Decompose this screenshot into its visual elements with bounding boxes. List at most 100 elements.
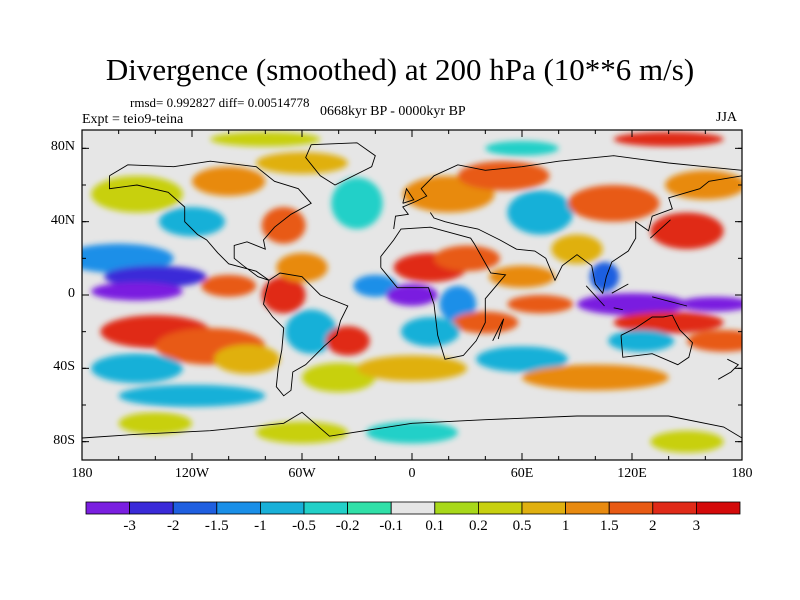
colorbar-swatch: [434, 501, 479, 515]
anomaly-contour: [302, 362, 376, 393]
anomaly-contour: [261, 207, 306, 244]
coastline: [393, 155, 742, 230]
coastline: [263, 272, 349, 397]
colorbar-label: -0.2: [335, 518, 360, 534]
anomaly-contour: [82, 243, 174, 273]
anomaly-contour: [608, 329, 675, 352]
anomaly-contour: [214, 344, 280, 374]
coastline: [613, 307, 623, 311]
anomaly-contour: [210, 131, 321, 147]
anomaly-contour: [485, 141, 559, 156]
coastline: [429, 175, 742, 295]
colorbar-swatch: [477, 501, 523, 515]
anomaly-contour: [386, 284, 438, 306]
map-field: [82, 130, 742, 460]
anomaly-contour: [567, 185, 660, 222]
coastline: [380, 226, 507, 360]
anomaly-contour: [91, 175, 183, 213]
anomaly-contour: [285, 309, 337, 354]
anomaly-contour: [276, 252, 328, 283]
x-tick-label: 60W: [288, 466, 316, 481]
x-tick-label: 120E: [617, 466, 647, 481]
colorbar-swatch: [259, 501, 305, 515]
experiment-label: Expt = teio9-teina: [82, 112, 184, 127]
x-tick-label: 60E: [510, 466, 534, 481]
x-tick-label: 180: [731, 466, 753, 481]
coastline: [492, 318, 505, 342]
anomaly-contour: [551, 234, 603, 264]
anomaly-contour: [507, 295, 574, 314]
anomaly-contour: [353, 274, 398, 297]
anomaly-contour: [476, 346, 568, 372]
anomaly-contour: [687, 329, 742, 352]
anomaly-contour: [366, 421, 458, 444]
coastline: [402, 187, 415, 204]
rmsd-stats: rmsd= 0.992827 diff= 0.00514778: [130, 95, 310, 110]
colorbar-label: -3: [123, 518, 136, 534]
colorbar-swatch: [390, 501, 436, 515]
anomaly-contour: [357, 355, 467, 382]
y-tick-label: 40S: [53, 359, 75, 375]
colorbar-label: 3: [692, 518, 701, 534]
colorbar-swatch: [129, 501, 174, 515]
coastline: [109, 160, 312, 281]
colorbar-swatch: [608, 501, 654, 515]
colorbar-label: -1: [254, 518, 267, 534]
anomaly-contour: [613, 131, 724, 147]
anomaly-contour: [331, 177, 383, 229]
coastline: [305, 142, 376, 186]
coastline: [611, 283, 629, 294]
coastline: [717, 358, 740, 380]
y-tick-label: 80S: [53, 432, 75, 448]
anomaly-contour: [401, 317, 460, 347]
x-tick-label: 120W: [174, 466, 210, 481]
y-tick-label: 0: [68, 286, 75, 301]
anomaly-contour: [677, 296, 742, 312]
colorbar-swatch: [521, 501, 566, 515]
anomaly-contour: [325, 326, 370, 356]
x-tick-label: 0: [408, 466, 416, 481]
colorbar: [85, 501, 741, 515]
anomaly-contour: [650, 430, 724, 453]
anomaly-contour: [201, 274, 257, 297]
anomaly-contour: [256, 421, 348, 444]
anomaly-contour: [434, 245, 500, 272]
plot-title: Divergence (smoothed) at 200 hPa (10**6 …: [105, 52, 695, 87]
colorbar-label: -0.1: [379, 518, 404, 534]
anomaly-contour: [439, 285, 477, 323]
colorbar-label: 0.2: [469, 518, 488, 534]
period-label: 0668kyr BP - 0000kyr BP: [320, 104, 466, 119]
anomaly-contour: [159, 207, 225, 237]
x-tick-label: 180: [71, 466, 93, 481]
anomaly-contour: [104, 265, 207, 288]
colorbar-label: 0.1: [425, 518, 445, 534]
colorbar-label: -0.5: [292, 518, 316, 534]
colorbar-label: 1: [561, 518, 570, 534]
colorbar-swatch: [172, 501, 218, 515]
anomaly-contour: [457, 161, 550, 191]
anomaly-contour: [613, 311, 724, 334]
anomaly-contour: [665, 170, 742, 200]
coastline: [82, 411, 742, 439]
anomaly-contour: [91, 282, 183, 301]
coastline: [620, 314, 693, 366]
colorbar-label: -2: [166, 518, 180, 534]
colorbar-swatch: [347, 501, 392, 515]
anomaly-contour: [118, 412, 192, 435]
y-tick-label: 80N: [50, 139, 75, 155]
anomaly-contour: [118, 384, 266, 407]
anomaly-contour: [256, 152, 348, 174]
anomaly-contour: [589, 262, 620, 292]
colorbar-swatch: [303, 501, 348, 515]
colorbar-label: -1.5: [204, 518, 229, 534]
colorbar-swatch: [696, 501, 741, 515]
colorbar-label: 2: [649, 518, 657, 534]
anomaly-contour: [192, 166, 266, 196]
anomaly-contour: [507, 190, 574, 235]
colorbar-label: 0.5: [512, 518, 532, 534]
colorbar-label: 1.5: [599, 518, 619, 534]
colorbar-swatch: [565, 501, 610, 515]
colorbar-swatch: [652, 501, 697, 515]
colorbar-swatch: [216, 501, 261, 515]
